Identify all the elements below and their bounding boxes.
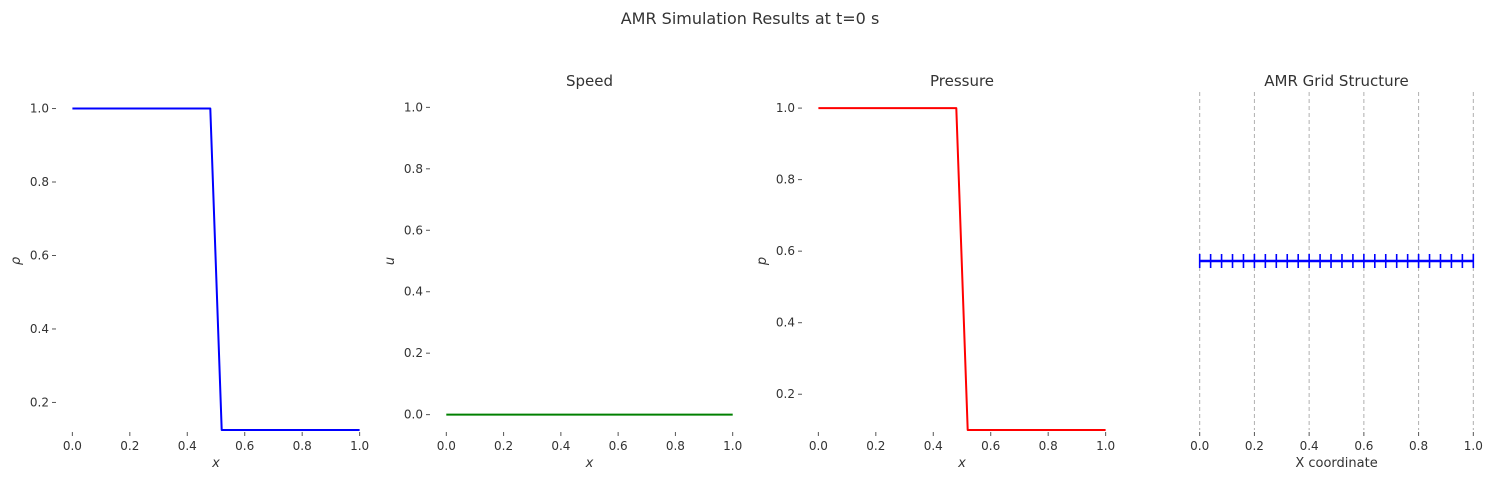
pressure-panel-title: Pressure xyxy=(930,72,994,90)
pressure-xtick-label: 0.4 xyxy=(924,439,943,453)
amr-grid-panel-title: AMR Grid Structure xyxy=(1264,72,1408,90)
speed-ytick-label: 0.8 xyxy=(404,162,423,176)
amr-grid-xtick-label: 0.2 xyxy=(1245,439,1264,453)
figure-suptitle: AMR Simulation Results at t=0 s xyxy=(621,9,880,28)
density-series-line xyxy=(72,107,360,431)
density-ytick-label: 1.0 xyxy=(30,102,49,116)
pressure-xtick-label: 0.0 xyxy=(809,439,828,453)
density-xtick-label: 0.6 xyxy=(235,439,254,453)
pressure-panel-xlabel: x xyxy=(957,456,966,471)
density-panel: x ρ 0.0 0.2 0.4 0.6 0.8 1.0 0.2 0.4 0.6 0.8 1.0 xyxy=(9,102,369,471)
speed-panel-xlabel: x xyxy=(585,456,594,471)
pressure-xtick-label: 0.8 xyxy=(1039,439,1058,453)
density-xtick-label: 0.0 xyxy=(63,439,82,453)
density-xtick-label: 0.4 xyxy=(178,439,197,453)
amr-grid-xtick-label: 0.8 xyxy=(1409,439,1428,453)
amr-grid-xtick-label: 1.0 xyxy=(1464,439,1483,453)
pressure-xtick-label: 0.6 xyxy=(981,439,1000,453)
pressure-ytick-label: 0.2 xyxy=(776,387,795,401)
speed-ytick-label: 0.6 xyxy=(404,223,423,237)
speed-xtick-label: 0.6 xyxy=(609,439,628,453)
density-xtick-label: 0.8 xyxy=(293,439,312,453)
speed-xtick-label: 0.0 xyxy=(437,439,456,453)
speed-xtick-label: 0.4 xyxy=(551,439,570,453)
density-ytick-label: 0.6 xyxy=(30,248,49,262)
speed-xtick-label: 1.0 xyxy=(723,439,742,453)
pressure-panel-ylabel: p xyxy=(755,257,770,266)
amr-grid-panel: AMR Grid Structure X coordinate 0.0 0.2 0.… xyxy=(1190,72,1483,471)
speed-panel: Speed x u 0.0 0.2 0.4 0.6 0.8 1.0 0.0 0.2 0.4 0.6… xyxy=(383,72,742,471)
amr-grid-xtick-label: 0.6 xyxy=(1354,439,1373,453)
pressure-ytick-label: 0.6 xyxy=(776,244,795,258)
pressure-ytick-label: 1.0 xyxy=(776,101,795,115)
pressure-ytick-label: 0.8 xyxy=(776,173,795,187)
speed-ytick-label: 0.0 xyxy=(404,408,423,422)
pressure-ytick-label: 0.4 xyxy=(776,316,795,330)
speed-ytick-label: 0.4 xyxy=(404,285,423,299)
speed-xtick-label: 0.2 xyxy=(494,439,513,453)
speed-panel-title: Speed xyxy=(566,72,613,90)
density-panel-ylabel: ρ xyxy=(9,256,24,265)
amr-grid-xtick-label: 0.4 xyxy=(1300,439,1319,453)
pressure-series-line xyxy=(818,107,1106,431)
pressure-xtick-label: 1.0 xyxy=(1096,439,1115,453)
density-panel-xlabel: x xyxy=(211,456,220,471)
pressure-panel: Pressure x p 0.0 0.2 0.4 0.6 0.8 1.0 0.2 0.4 0.6… xyxy=(755,72,1115,471)
density-ytick-label: 0.4 xyxy=(30,322,49,336)
speed-ytick-label: 0.2 xyxy=(404,346,423,360)
speed-panel-ylabel: u xyxy=(383,257,398,265)
density-xtick-label: 1.0 xyxy=(350,439,369,453)
speed-ytick-label: 1.0 xyxy=(404,100,423,114)
speed-xtick-label: 0.8 xyxy=(666,439,685,453)
amr-grid-xtick-label: 0.0 xyxy=(1190,439,1209,453)
pressure-xtick-label: 0.2 xyxy=(866,439,885,453)
density-ytick-label: 0.8 xyxy=(30,175,49,189)
density-xtick-label: 0.2 xyxy=(120,439,139,453)
amr-grid-panel-xlabel: X coordinate xyxy=(1295,456,1377,471)
density-ytick-label: 0.2 xyxy=(30,395,49,409)
